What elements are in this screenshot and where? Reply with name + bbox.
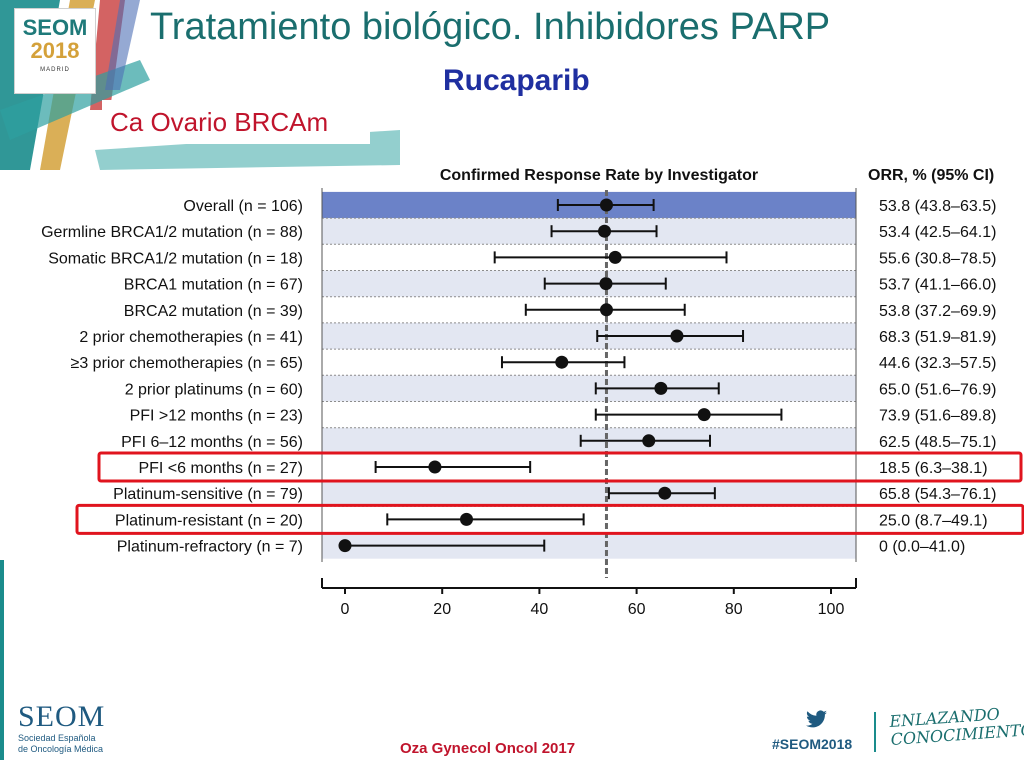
point-estimate xyxy=(555,355,569,369)
point-estimate xyxy=(654,381,668,395)
point-estimate xyxy=(428,460,442,474)
point-estimate xyxy=(338,539,352,553)
point-estimate xyxy=(697,408,711,422)
slogan: ENLAZANDO CONOCIMIENTO xyxy=(888,704,1024,749)
row-label: BRCA2 mutation (n = 39) xyxy=(124,303,303,320)
row-label: Germline BRCA1/2 mutation (n = 88) xyxy=(41,224,303,241)
x-tick-label: 60 xyxy=(628,601,646,618)
point-estimate xyxy=(670,329,684,343)
ci-column-header: ORR, % (95% CI) xyxy=(868,167,994,184)
point-estimate xyxy=(608,250,622,264)
row-label: 2 prior chemotherapies (n = 41) xyxy=(79,329,303,346)
point-estimate xyxy=(642,434,656,448)
orr-value: 65.0 (51.6–76.9) xyxy=(879,381,996,398)
orr-value: 53.7 (41.1–66.0) xyxy=(879,277,996,294)
tumor-type-label: Ca Ovario BRCAm xyxy=(102,100,370,144)
footer-society-name: Sociedad Española de Oncología Médica xyxy=(18,733,104,754)
row-label: 2 prior platinums (n = 60) xyxy=(125,381,303,398)
row-label: Somatic BRCA1/2 mutation (n = 18) xyxy=(48,250,303,267)
orr-value: 53.8 (43.8–63.5) xyxy=(879,198,996,215)
x-tick-label: 100 xyxy=(818,601,845,618)
forest-plot: Confirmed Response Rate by Investigator O… xyxy=(41,167,1024,618)
footer-seom-logo: SEOM xyxy=(18,700,106,733)
orr-value: 25.0 (8.7–49.1) xyxy=(879,512,988,529)
footer-separator xyxy=(874,712,876,752)
row-label: Platinum-sensitive (n = 79) xyxy=(113,486,303,503)
hashtag: #SEOM2018 xyxy=(772,736,853,752)
row-label: PFI <6 months (n = 27) xyxy=(138,460,303,477)
left-accent-bar xyxy=(0,560,4,760)
point-estimate xyxy=(599,303,613,317)
point-estimate xyxy=(599,277,613,291)
orr-value: 53.8 (37.2–69.9) xyxy=(879,303,996,320)
slide-title: Tratamiento biológico. Inhibidores PARP xyxy=(150,6,831,48)
seom-2018-logo: SEOM 2018 MADRID xyxy=(14,8,96,94)
chart-title: Confirmed Response Rate by Investigator xyxy=(440,167,758,184)
citation: Oza Gynecol Oncol 2017 xyxy=(400,740,576,757)
orr-value: 62.5 (48.5–75.1) xyxy=(879,434,996,451)
row-band xyxy=(322,375,856,402)
x-tick-label: 80 xyxy=(725,601,743,618)
orr-value: 44.6 (32.3–57.5) xyxy=(879,355,996,372)
twitter-bird-icon xyxy=(806,710,827,728)
row-band xyxy=(322,480,856,507)
orr-value: 18.5 (6.3–38.1) xyxy=(879,460,988,477)
highlight-box xyxy=(97,451,1023,483)
row-label: PFI 6–12 months (n = 56) xyxy=(121,434,303,451)
point-estimate xyxy=(599,198,613,212)
x-tick-label: 20 xyxy=(433,601,451,618)
row-label: BRCA1 mutation (n = 67) xyxy=(124,277,303,294)
orr-value: 73.9 (51.6–89.8) xyxy=(879,408,996,425)
orr-value: 68.3 (51.9–81.9) xyxy=(879,329,996,346)
row-label: Platinum-resistant (n = 20) xyxy=(115,512,303,529)
row-label: ≥3 prior chemotherapies (n = 65) xyxy=(71,355,303,372)
orr-value: 65.8 (54.3–76.1) xyxy=(879,486,996,503)
row-label: PFI >12 months (n = 23) xyxy=(130,408,303,425)
row-label: Overall (n = 106) xyxy=(183,198,303,215)
row-label: Platinum-refractory (n = 7) xyxy=(117,539,303,556)
slide-subtitle: Rucaparib xyxy=(443,64,590,97)
point-estimate xyxy=(598,224,612,238)
orr-value: 55.6 (30.8–78.5) xyxy=(879,250,996,267)
point-estimate xyxy=(460,512,473,526)
point-estimate xyxy=(658,486,672,500)
orr-value: 53.4 (42.5–64.1) xyxy=(879,224,996,241)
orr-value: 0 (0.0–41.0) xyxy=(879,539,965,556)
x-tick-label: 40 xyxy=(531,601,549,618)
x-tick-label: 0 xyxy=(341,601,350,618)
highlight-box xyxy=(75,503,1024,535)
row-band xyxy=(322,322,856,350)
